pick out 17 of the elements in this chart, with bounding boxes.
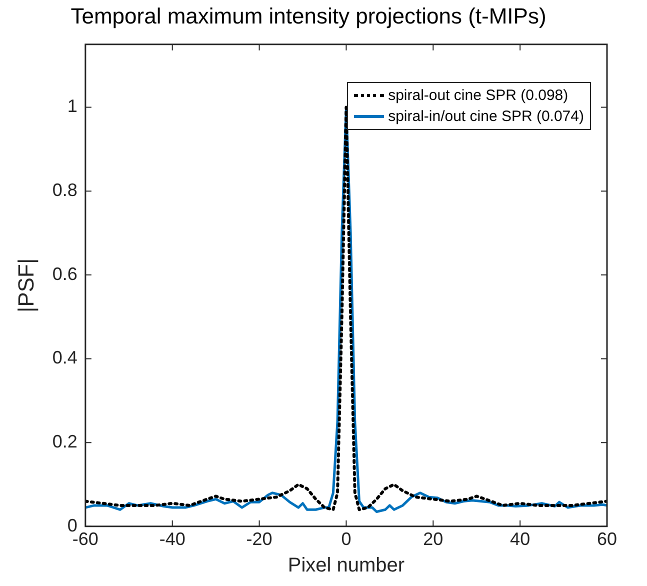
x-tick-label: 40 — [510, 529, 530, 550]
x-tick-label: 0 — [341, 529, 352, 550]
chart-title: Temporal maximum intensity projections (t-MIPs) — [70, 3, 546, 28]
y-tick-label: 0.8 — [52, 180, 78, 200]
x-tick-label: 20 — [423, 529, 444, 550]
y-tick-label: 1 — [67, 96, 78, 116]
x-tick-label: -20 — [246, 529, 272, 550]
legend-label: spiral-out cine SPR (0.098) — [388, 86, 568, 106]
y-tick-label: 0.2 — [52, 432, 78, 452]
y-axis-title: |PSF| — [13, 258, 38, 313]
y-tick-label: 0.6 — [52, 264, 78, 284]
legend-label: spiral-in/out cine SPR (0.074) — [388, 107, 584, 127]
y-tick-label: 0.4 — [52, 348, 78, 368]
x-tick-label: 60 — [596, 529, 618, 550]
y-tick-label: 0 — [67, 515, 78, 536]
x-tick-label: -40 — [159, 529, 186, 550]
x-axis-title: Pixel number — [288, 554, 405, 577]
